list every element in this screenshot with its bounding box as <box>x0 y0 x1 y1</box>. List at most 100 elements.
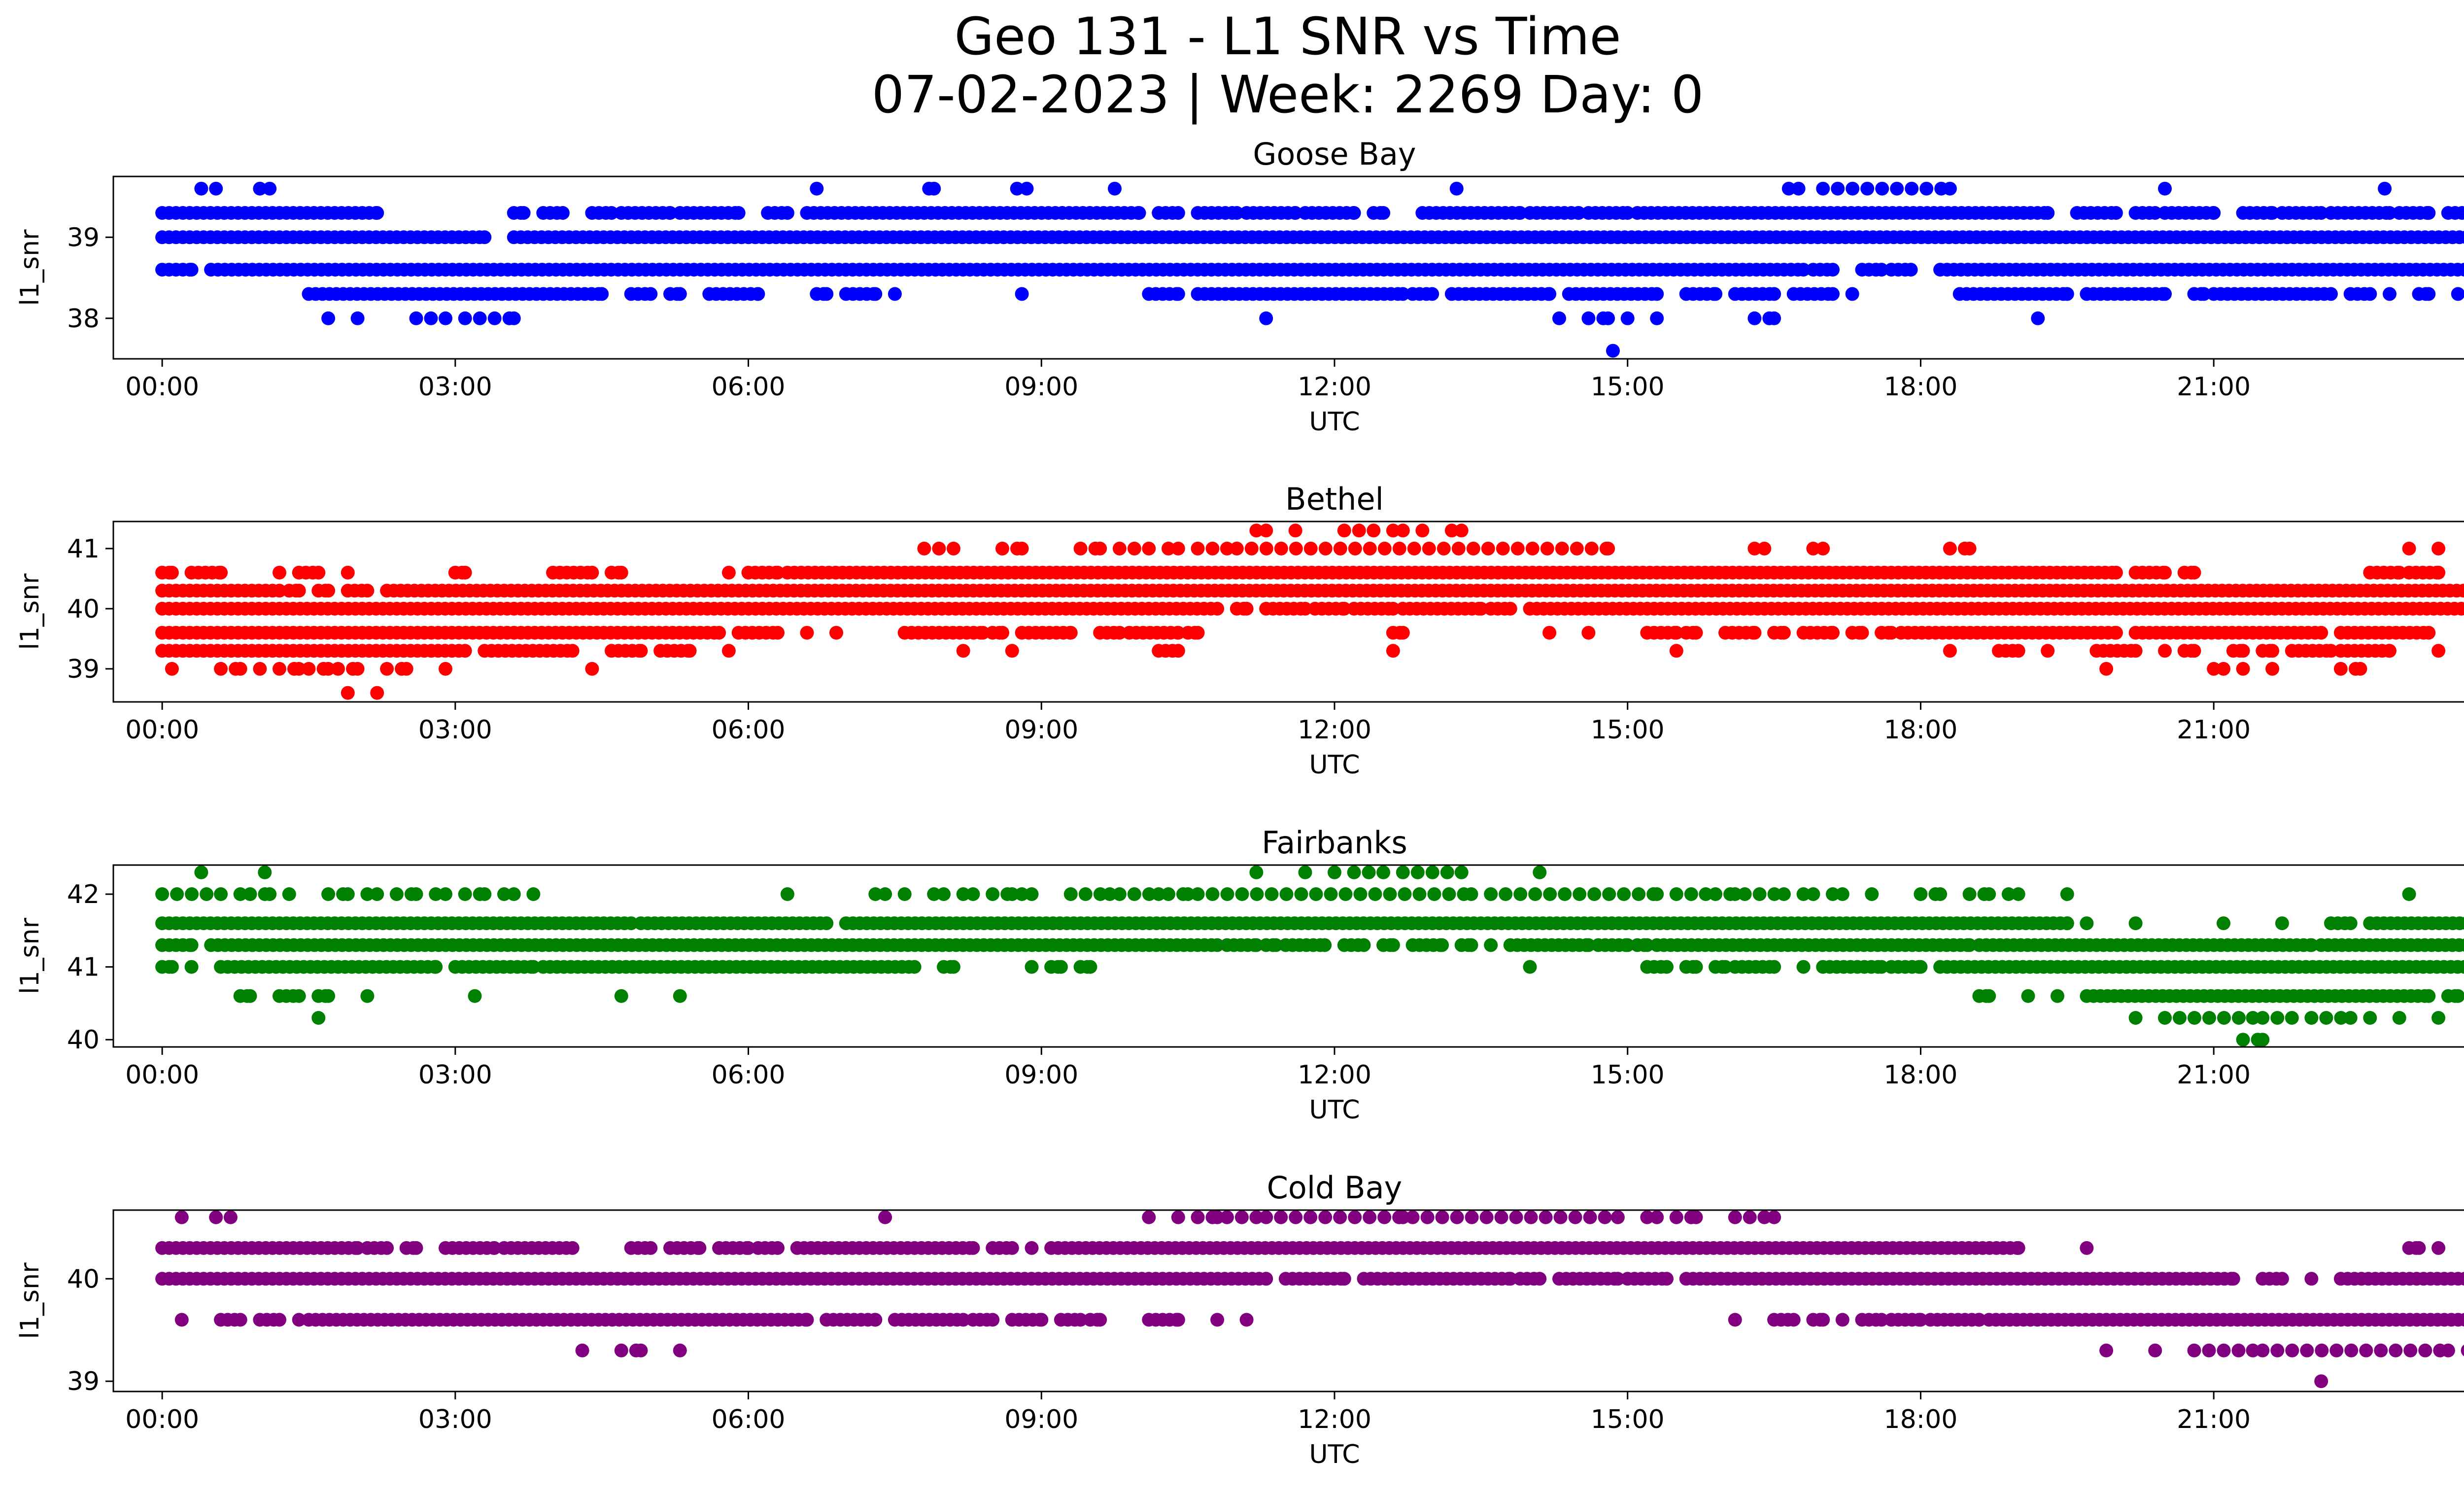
data-point <box>1904 263 1918 277</box>
data-point <box>1298 601 1312 616</box>
data-point <box>1054 960 1068 974</box>
data-point <box>1015 541 1029 556</box>
data-point <box>1479 1210 1494 1224</box>
data-point <box>1796 887 1811 901</box>
data-point <box>1333 541 1347 556</box>
data-point <box>829 626 843 640</box>
data-point <box>1962 887 1977 901</box>
data-point <box>1581 626 1596 640</box>
x-tick-label: 12:00 <box>1298 715 1371 745</box>
data-point <box>1318 1210 1333 1224</box>
x-tick-label: 21:00 <box>2177 1405 2251 1434</box>
data-point <box>1620 311 1635 325</box>
data-point <box>2041 206 2055 220</box>
data-point <box>1767 311 1781 325</box>
data-point <box>209 1210 223 1224</box>
data-point <box>1905 181 1919 196</box>
data-point <box>614 1343 628 1357</box>
data-point <box>1435 1210 1449 1224</box>
data-point <box>1386 601 1400 616</box>
x-tick-label: 15:00 <box>1591 1405 1665 1434</box>
data-point <box>2389 1343 2403 1357</box>
data-point <box>712 626 726 640</box>
data-point <box>624 916 638 931</box>
data-point <box>1689 960 1703 974</box>
data-point <box>526 960 541 974</box>
data-point <box>1415 523 1430 538</box>
data-point <box>1357 938 1371 952</box>
data-point <box>273 1313 286 1327</box>
data-point <box>350 661 365 676</box>
data-point <box>1265 887 1279 901</box>
data-point <box>2187 644 2201 658</box>
data-point <box>458 565 472 580</box>
data-point <box>1855 626 1869 640</box>
data-point <box>1553 1210 1568 1224</box>
data-point <box>1466 541 1480 556</box>
data-point <box>1767 287 1781 301</box>
data-point <box>771 1241 785 1255</box>
x-tick-label: 09:00 <box>1004 372 1078 402</box>
data-point <box>1386 523 1400 538</box>
data-point <box>2270 1011 2285 1025</box>
data-point <box>302 661 316 676</box>
data-point <box>1464 887 1478 901</box>
data-point <box>995 626 1009 640</box>
data-point <box>1274 541 1288 556</box>
data-point <box>380 1241 394 1255</box>
data-point <box>2158 1011 2172 1025</box>
data-point <box>1689 1210 1703 1224</box>
data-point <box>917 541 931 556</box>
data-point <box>1230 206 1244 220</box>
data-point <box>1309 887 1323 901</box>
data-point <box>1425 287 1439 301</box>
data-point <box>1757 1210 1772 1224</box>
data-point <box>1020 181 1034 196</box>
data-point <box>1396 287 1410 301</box>
data-point <box>2270 1343 2285 1357</box>
data-point <box>2418 1343 2432 1357</box>
data-point <box>1347 865 1361 879</box>
data-point <box>209 181 223 196</box>
x-tick-label: 03:00 <box>418 1405 492 1434</box>
data-point <box>2265 661 2280 676</box>
data-point <box>341 565 355 580</box>
data-point <box>771 565 785 580</box>
data-point <box>233 1313 247 1327</box>
data-point <box>1451 541 1466 556</box>
data-point <box>184 263 199 277</box>
data-point <box>1398 887 1412 901</box>
data-point <box>1587 887 1602 901</box>
data-point <box>468 989 482 1003</box>
data-point <box>1709 287 1723 301</box>
data-point <box>1396 523 1410 538</box>
data-point <box>2431 644 2446 658</box>
data-point <box>1435 938 1449 952</box>
data-point <box>555 206 570 220</box>
data-point <box>2246 1011 2260 1025</box>
data-point <box>1796 960 1811 974</box>
data-point <box>273 584 286 598</box>
x-axis-label: UTC <box>1309 407 1360 437</box>
data-point <box>1583 1210 1597 1224</box>
data-point <box>2403 1343 2418 1357</box>
data-point <box>263 181 277 196</box>
data-point <box>1503 601 1517 616</box>
data-point <box>1572 206 1586 220</box>
data-point <box>1465 1210 1479 1224</box>
data-point <box>1132 206 1146 220</box>
figure-title-line1: Geo 131 - L1 SNR vs Time <box>954 6 1621 67</box>
panel-title: Bethel <box>1285 481 1384 517</box>
data-point <box>1650 311 1664 325</box>
data-point <box>1606 344 1620 358</box>
y-tick-label: 38 <box>67 304 100 334</box>
data-point <box>2148 1343 2162 1357</box>
data-point <box>1791 181 1806 196</box>
data-point <box>2383 206 2396 220</box>
data-point <box>253 181 267 196</box>
x-tick-label: 09:00 <box>1004 1405 1078 1434</box>
data-point <box>2422 989 2436 1003</box>
data-point <box>956 887 970 901</box>
data-point <box>1669 626 1683 640</box>
data-point <box>1474 601 1488 616</box>
